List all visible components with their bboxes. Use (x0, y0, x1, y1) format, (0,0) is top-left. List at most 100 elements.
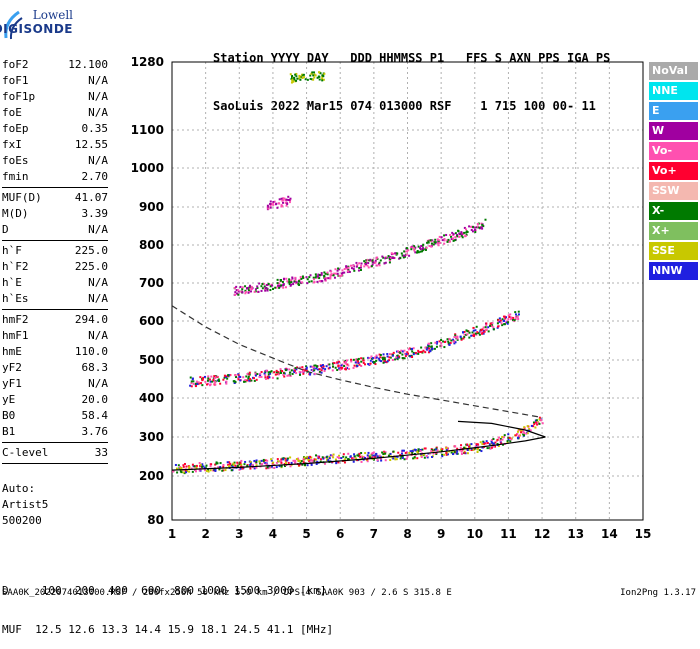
echo-point (421, 448, 424, 451)
echo-point (360, 460, 363, 463)
echo-point (435, 453, 438, 456)
echo-point (381, 255, 384, 258)
echo-point (237, 378, 240, 381)
echo-point (279, 371, 282, 374)
x-tick-label: 14 (601, 527, 618, 541)
muf-table: D 100 200 400 600 800 1000 1500 3000 [km… (2, 558, 333, 649)
echo-point (255, 459, 258, 462)
echo-point (251, 463, 254, 466)
echo-point (443, 341, 446, 344)
echo-point (401, 456, 404, 459)
echo-point (266, 459, 269, 462)
echo-point (359, 266, 362, 269)
echo-point (480, 222, 483, 225)
echo-point (532, 421, 535, 424)
echo-point (321, 77, 324, 80)
echo-point (492, 326, 495, 329)
echo-point (404, 352, 407, 355)
echo-point (416, 450, 419, 453)
echo-point (309, 455, 312, 458)
echo-point (463, 333, 466, 336)
echo-point (490, 440, 493, 443)
echo-point (253, 379, 256, 382)
logo-globe-icon (4, 10, 23, 40)
echo-point (262, 461, 265, 464)
echo-point (412, 448, 415, 451)
echo-point (466, 330, 469, 333)
echo-point (381, 451, 384, 454)
echo-point (460, 231, 463, 234)
echo-point (375, 359, 378, 362)
param-value: 225.0 (74, 260, 108, 273)
echo-point (288, 278, 291, 281)
echo-point (306, 282, 309, 285)
echo-point (318, 280, 321, 283)
echo-point (510, 438, 513, 441)
echo-point (463, 451, 466, 454)
echo-point (523, 426, 526, 429)
echo-point (302, 457, 305, 460)
echo-point (501, 435, 504, 438)
echo-point (345, 456, 348, 459)
echo-point (367, 261, 370, 264)
echo-point (276, 282, 279, 285)
echo-point (247, 375, 250, 378)
echo-point (192, 380, 195, 383)
echo-point (420, 455, 423, 458)
echo-point (290, 279, 293, 282)
echo-point (319, 72, 322, 75)
echo-point (481, 328, 484, 331)
echo-point (212, 378, 215, 381)
echo-point (457, 229, 460, 232)
echo-point (189, 376, 192, 379)
echo-point (316, 455, 319, 458)
echo-point (306, 464, 309, 467)
echo-point (188, 466, 191, 469)
echo-point (497, 325, 500, 328)
echo-point (538, 418, 541, 421)
echo-point (366, 456, 369, 459)
echo-point (325, 365, 328, 368)
echo-point (309, 461, 312, 464)
echo-point (434, 241, 437, 244)
echo-point (244, 292, 247, 295)
echo-point (267, 282, 270, 285)
echo-point (379, 356, 382, 359)
echo-point (278, 198, 281, 201)
echo-point (199, 469, 202, 472)
echo-point (513, 319, 516, 322)
echo-point (503, 323, 506, 326)
echo-point (509, 440, 512, 443)
param-value: 33 (94, 446, 108, 459)
echo-point (312, 74, 315, 77)
echo-point (460, 338, 463, 341)
echo-point (260, 463, 263, 466)
echo-point (254, 290, 257, 293)
echo-point (287, 374, 290, 377)
echo-point (244, 379, 247, 382)
echo-point (394, 358, 397, 361)
echo-point (352, 366, 355, 369)
param-row: hmF1 N/A (2, 328, 108, 344)
echo-point (313, 458, 316, 461)
echo-point (523, 434, 526, 437)
echo-point (501, 324, 504, 327)
echo-point (343, 268, 346, 271)
echo-point (459, 335, 462, 338)
echo-point (324, 368, 327, 371)
x-tick-label: 1 (168, 527, 176, 541)
echo-point (426, 456, 429, 459)
echo-point (534, 426, 537, 429)
echo-point (352, 268, 355, 271)
echo-point (279, 368, 282, 371)
echo-point (404, 255, 407, 258)
echo-point (301, 275, 304, 278)
echo-point (356, 358, 359, 361)
echo-point (485, 440, 488, 443)
echo-point (430, 245, 433, 248)
echo-point (336, 272, 339, 275)
echo-point (247, 291, 250, 294)
echo-point (224, 469, 227, 472)
echo-point (438, 235, 441, 238)
echo-point (473, 333, 476, 336)
